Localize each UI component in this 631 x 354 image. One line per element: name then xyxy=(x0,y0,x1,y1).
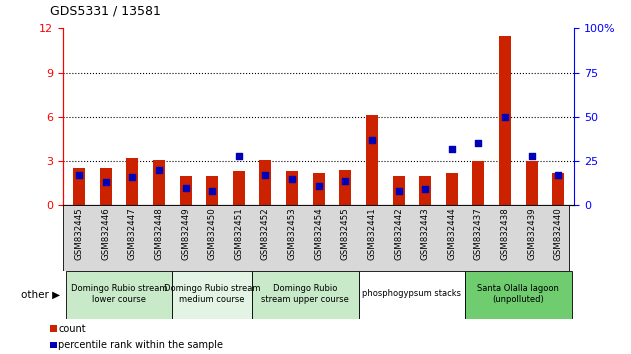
Text: GSM832439: GSM832439 xyxy=(527,207,536,260)
Text: GSM832441: GSM832441 xyxy=(367,207,377,260)
Point xyxy=(314,183,324,189)
Bar xyxy=(313,173,324,205)
Bar xyxy=(233,171,245,205)
Text: count: count xyxy=(59,324,86,333)
Bar xyxy=(100,169,112,205)
Point xyxy=(287,176,297,182)
Point xyxy=(526,153,536,159)
Point xyxy=(101,179,111,185)
Text: GSM832451: GSM832451 xyxy=(234,207,244,260)
Text: GSM832454: GSM832454 xyxy=(314,207,323,260)
Point xyxy=(233,153,244,159)
Bar xyxy=(358,271,465,319)
Bar xyxy=(66,271,172,319)
Text: GSM832455: GSM832455 xyxy=(341,207,350,260)
Point xyxy=(127,174,138,180)
Text: GSM832443: GSM832443 xyxy=(421,207,430,260)
Text: GSM832449: GSM832449 xyxy=(181,207,190,260)
Bar xyxy=(259,160,271,205)
Text: GSM832442: GSM832442 xyxy=(394,207,403,260)
Text: Domingo Rubio stream
medium course: Domingo Rubio stream medium course xyxy=(164,284,261,304)
Bar xyxy=(153,160,165,205)
Text: GSM832438: GSM832438 xyxy=(500,207,509,260)
Text: GDS5331 / 13581: GDS5331 / 13581 xyxy=(50,5,162,18)
Text: Domingo Rubio
stream upper course: Domingo Rubio stream upper course xyxy=(261,284,350,304)
Text: GSM832448: GSM832448 xyxy=(155,207,163,260)
Text: GSM832446: GSM832446 xyxy=(101,207,110,260)
Text: GSM832452: GSM832452 xyxy=(261,207,270,260)
Bar xyxy=(465,271,572,319)
Bar xyxy=(445,173,457,205)
Point xyxy=(420,187,430,192)
Text: GSM832440: GSM832440 xyxy=(554,207,563,260)
Bar xyxy=(286,171,298,205)
Point xyxy=(74,172,84,178)
Text: other ▶: other ▶ xyxy=(21,290,60,300)
Bar xyxy=(180,176,192,205)
Point xyxy=(261,172,271,178)
Text: Domingo Rubio stream
lower course: Domingo Rubio stream lower course xyxy=(71,284,167,304)
Point xyxy=(500,114,510,120)
Bar xyxy=(73,169,85,205)
Point xyxy=(447,146,457,152)
Bar xyxy=(473,161,485,205)
Text: percentile rank within the sample: percentile rank within the sample xyxy=(59,340,223,350)
Bar xyxy=(206,176,218,205)
Bar xyxy=(552,173,564,205)
Text: GSM832444: GSM832444 xyxy=(447,207,456,260)
Text: GSM832450: GSM832450 xyxy=(208,207,216,260)
Text: GSM832453: GSM832453 xyxy=(288,207,297,260)
Bar xyxy=(126,158,138,205)
Bar xyxy=(392,176,404,205)
Point xyxy=(553,172,563,178)
Bar xyxy=(499,36,511,205)
Bar xyxy=(526,161,538,205)
Text: GSM832437: GSM832437 xyxy=(474,207,483,260)
Bar xyxy=(172,271,252,319)
Text: GSM832445: GSM832445 xyxy=(74,207,83,260)
Point xyxy=(180,185,191,190)
Bar xyxy=(252,271,358,319)
Point xyxy=(367,137,377,143)
Point xyxy=(207,188,217,194)
Text: phosphogypsum stacks: phosphogypsum stacks xyxy=(362,289,461,298)
Point xyxy=(154,167,164,173)
Point xyxy=(340,178,350,183)
Text: Santa Olalla lagoon
(unpolluted): Santa Olalla lagoon (unpolluted) xyxy=(478,284,559,304)
Bar xyxy=(419,176,431,205)
Point xyxy=(473,141,483,146)
Text: GSM832447: GSM832447 xyxy=(128,207,137,260)
Bar xyxy=(339,170,351,205)
Point xyxy=(394,188,404,194)
Bar xyxy=(366,115,378,205)
